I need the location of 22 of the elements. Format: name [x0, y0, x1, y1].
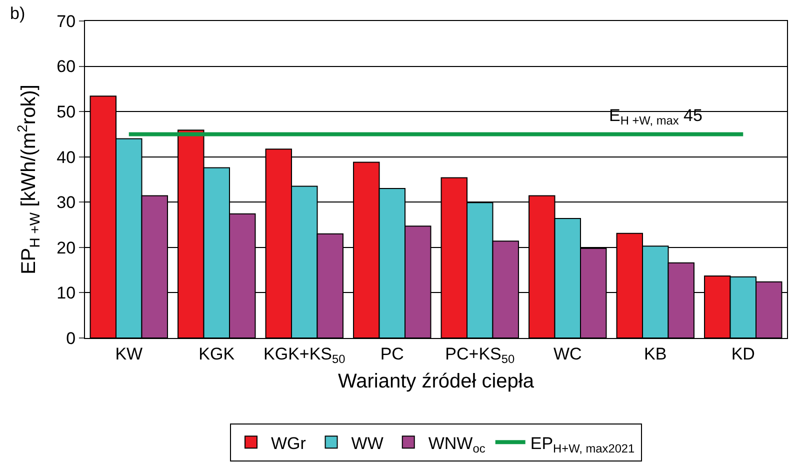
- text: b): [10, 4, 26, 23]
- legend-label: WW: [351, 434, 384, 453]
- x-tick-label: KW: [115, 344, 143, 364]
- x-tick-label: PC: [380, 344, 404, 364]
- legend-label: EP$_{H+W, max2021}$: [530, 434, 636, 456]
- x-tick-label: KGK: [198, 344, 236, 364]
- y-tick-label: 50: [56, 102, 76, 122]
- x-tick-label: KD: [731, 344, 755, 364]
- y-tick-label: 0: [66, 328, 76, 348]
- x-axis-title: Warianty źródeł ciepła: [338, 370, 535, 392]
- y-tick-label: 20: [56, 238, 76, 258]
- y-tick-label: 10: [56, 284, 76, 303]
- x-tick-label: KB: [644, 344, 667, 364]
- x-tick-label: PC+KS$_{50}$: [445, 344, 515, 366]
- legend-label: WNW$_{oc}$: [428, 434, 486, 456]
- y-tick-label: 30: [56, 193, 76, 212]
- y-tick-label: 40: [56, 148, 76, 167]
- y-tick-label: 60: [56, 57, 76, 76]
- legend-label: WGr: [271, 434, 306, 453]
- x-tick-label: WC: [553, 344, 582, 364]
- x-tick-label: KGK+KS$_{50}$: [264, 344, 346, 366]
- y-tick-label: 70: [56, 12, 76, 31]
